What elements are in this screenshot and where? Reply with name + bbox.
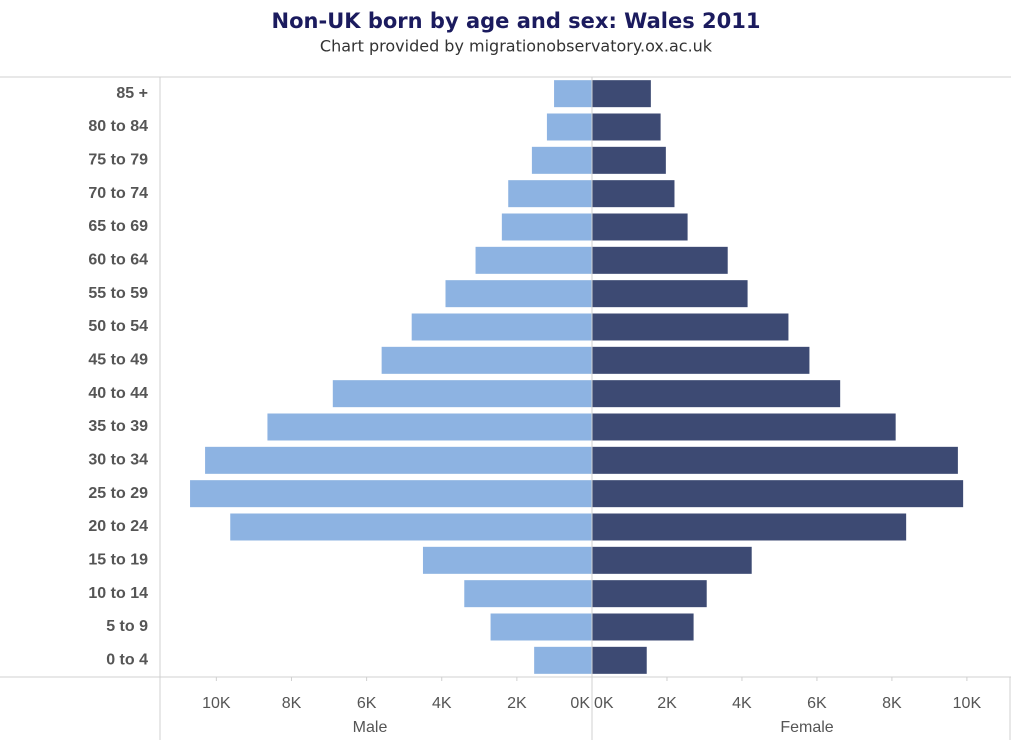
x-tick-label: 6K [357,695,377,712]
bar [592,380,841,408]
x-tick-label: 10K [953,695,982,712]
bar [464,580,592,608]
y-tick-label: 55 to 59 [88,285,148,302]
bar [501,213,592,241]
bar [592,146,666,174]
y-tick-label: 45 to 49 [88,352,148,369]
bar [411,313,592,341]
y-tick-label: 10 to 14 [88,585,148,602]
axis-title: Male [353,719,388,736]
bar [534,646,592,674]
y-tick-label: 15 to 19 [88,552,148,569]
x-tick-label: 0K [570,695,590,712]
y-tick-label: 85 + [116,85,148,102]
x-tick-label: 2K [507,695,527,712]
bar [475,246,592,274]
bar [592,280,748,308]
x-tick-label: 8K [882,695,902,712]
x-tick-label: 6K [807,695,827,712]
bar [592,580,707,608]
y-tick-label: 40 to 44 [88,385,148,402]
bar [592,646,647,674]
y-tick-label: 70 to 74 [88,185,148,202]
bar [554,80,592,108]
x-tick-label: 2K [657,695,677,712]
bar [592,413,896,441]
y-tick-label: 25 to 29 [88,485,148,502]
y-tick-label: 20 to 24 [88,518,148,535]
bar [422,546,592,574]
bar [592,180,675,208]
bar [381,346,592,374]
bar [592,246,728,274]
bar [592,113,661,141]
bar [531,146,592,174]
y-tick-label: 65 to 69 [88,218,148,235]
bar [190,480,592,508]
bar [592,613,694,641]
bar [592,346,810,374]
chart-subtitle: Chart provided by migrationobservatory.o… [320,37,713,56]
bar [592,213,688,241]
bar [205,446,593,474]
x-tick-label: 4K [432,695,452,712]
bar [490,613,592,641]
x-tick-label: 4K [732,695,752,712]
x-tick-label: 8K [282,695,302,712]
x-tick-label: 0K [594,695,614,712]
bar [592,546,752,574]
y-tick-label: 75 to 79 [88,152,148,169]
x-tick-label: 10K [202,695,231,712]
y-tick-label: 50 to 54 [88,318,148,335]
y-tick-label: 5 to 9 [106,618,148,635]
bar [592,80,651,108]
bar [445,280,592,308]
y-tick-label: 0 to 4 [106,652,148,669]
axis-title: Female [780,719,833,736]
bar [592,313,789,341]
y-tick-label: 35 to 39 [88,418,148,435]
bar [592,480,964,508]
chart-title: Non-UK born by age and sex: Wales 2011 [272,9,761,33]
y-tick-label: 30 to 34 [88,452,148,469]
bar [592,513,907,541]
bar [230,513,593,541]
bar [546,113,592,141]
bar [267,413,592,441]
y-tick-label: 80 to 84 [88,118,148,135]
y-tick-label: 60 to 64 [88,252,148,269]
bar [592,446,958,474]
bar [332,380,592,408]
bar [508,180,592,208]
